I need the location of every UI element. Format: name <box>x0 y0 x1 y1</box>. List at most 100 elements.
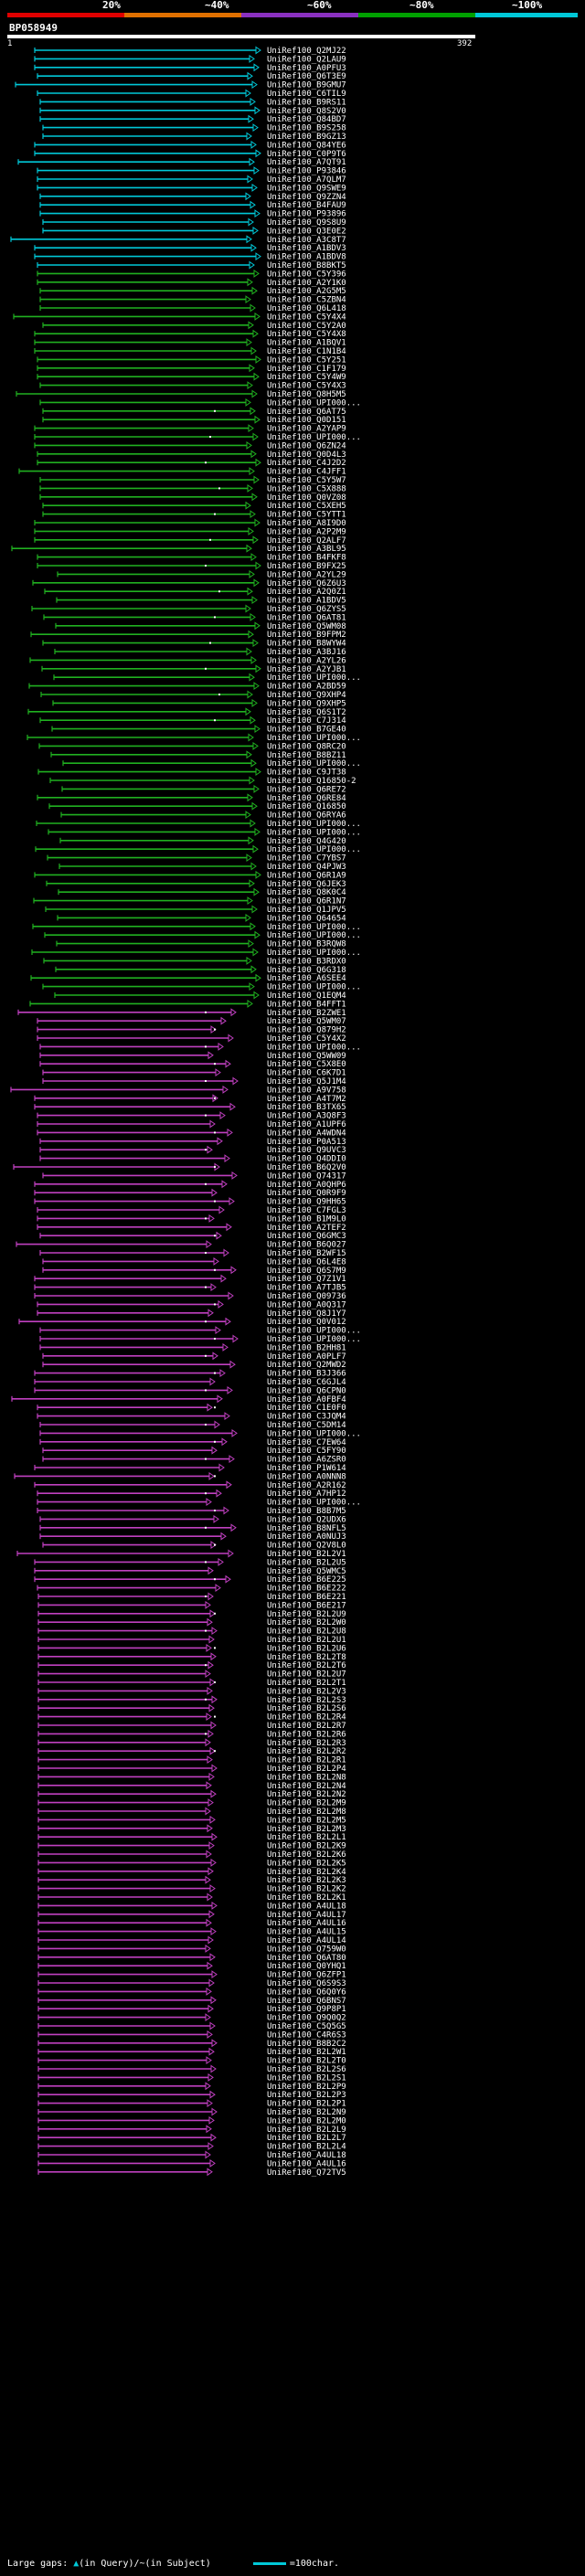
hit-label[interactable]: UniRef100_Q2UDX6 <box>267 1515 346 1524</box>
hit-label[interactable]: UniRef100_Q6ZFP1 <box>267 1971 346 1980</box>
hit-label[interactable]: UniRef100_B2L2U6 <box>267 1644 346 1653</box>
hit-label[interactable]: UniRef100_Q6Z6U3 <box>267 579 346 588</box>
hit-label[interactable]: UniRef100_A4UL14 <box>267 1936 346 1945</box>
hit-label[interactable]: UniRef100_Q09736 <box>267 1292 346 1301</box>
hit-label[interactable]: UniRef100_B2L2T1 <box>267 1679 346 1688</box>
hit-label[interactable]: UniRef100_A7QT91 <box>267 158 346 167</box>
hit-label[interactable]: UniRef100_Q2MJ22 <box>267 47 346 56</box>
hit-label[interactable]: UniRef100_B9RS11 <box>267 98 346 107</box>
hit-label[interactable]: UniRef100_Q6BNS7 <box>267 1997 346 2006</box>
hit-label[interactable]: UniRef100_Q0R9F9 <box>267 1189 346 1198</box>
hit-label[interactable]: UniRef100_A2P2M9 <box>267 527 346 536</box>
hit-label[interactable]: UniRef100_A6ZSR0 <box>267 1456 346 1465</box>
hit-label[interactable]: UniRef100_C5Y396 <box>267 270 346 279</box>
hit-label[interactable]: UniRef100_UPI000... <box>267 820 361 829</box>
hit-label[interactable]: UniRef100_B9GMU7 <box>267 81 346 90</box>
hit-label[interactable]: UniRef100_P93846 <box>267 167 346 176</box>
hit-label[interactable]: UniRef100_Q9P8P1 <box>267 2005 346 2014</box>
hit-label[interactable]: UniRef100_B6Q2V0 <box>267 1163 346 1172</box>
hit-label[interactable]: UniRef100_C4R6S3 <box>267 2030 346 2040</box>
hit-label[interactable]: UniRef100_Q6Q0Y6 <box>267 1988 346 1997</box>
hit-label[interactable]: UniRef100_A2Y1K0 <box>267 279 346 288</box>
hit-label[interactable]: UniRef100_C4J2D2 <box>267 459 346 468</box>
hit-label[interactable]: UniRef100_Q0YHQ1 <box>267 1962 346 1971</box>
hit-label[interactable]: UniRef100_A0PFU3 <box>267 64 346 73</box>
hit-label[interactable]: UniRef100_UPI000... <box>267 949 361 958</box>
hit-label[interactable]: UniRef100_Q6AT75 <box>267 408 346 417</box>
hit-label[interactable]: UniRef100_C6GJL4 <box>267 1378 346 1387</box>
hit-label[interactable]: UniRef100_B2L2K4 <box>267 1868 346 1877</box>
hit-label[interactable]: UniRef100_Q9S8U9 <box>267 218 346 228</box>
hit-label[interactable]: UniRef100_B2L2T6 <box>267 1661 346 1670</box>
hit-label[interactable]: UniRef100_C5Q5G5 <box>267 2022 346 2031</box>
hit-label[interactable]: UniRef100_B2L2P1 <box>267 2100 346 2109</box>
hit-label[interactable]: UniRef100_B2L2U5 <box>267 1558 346 1567</box>
hit-label[interactable]: UniRef100_Q6RYA6 <box>267 811 346 821</box>
hit-label[interactable]: UniRef100_A4UL16 <box>267 2159 346 2168</box>
hit-label[interactable]: UniRef100_B2L2L1 <box>267 1833 346 1842</box>
hit-label[interactable]: UniRef100_Q9XHP5 <box>267 699 346 708</box>
hit-label[interactable]: UniRef100_C5FY90 <box>267 1447 346 1456</box>
hit-label[interactable]: UniRef100_C7YBS7 <box>267 854 346 864</box>
hit-label[interactable]: UniRef100_A9V758 <box>267 1086 346 1095</box>
hit-label[interactable]: UniRef100_B2WF15 <box>267 1249 346 1258</box>
hit-label[interactable]: UniRef100_B6Q027 <box>267 1241 346 1250</box>
hit-label[interactable]: UniRef100_A2BD59 <box>267 683 346 692</box>
hit-label[interactable]: UniRef100_B2L2W1 <box>267 2048 346 2057</box>
hit-label[interactable]: UniRef100_Q5WMC5 <box>267 1567 346 1576</box>
hit-label[interactable]: UniRef100_P1W614 <box>267 1464 346 1473</box>
hit-label[interactable]: UniRef100_Q4G420 <box>267 837 346 846</box>
hit-label[interactable]: UniRef100_B8BKT5 <box>267 261 346 270</box>
hit-label[interactable]: UniRef100_Q2V8L0 <box>267 1542 346 1551</box>
hit-label[interactable]: UniRef100_Q6AT80 <box>267 1954 346 1963</box>
hit-label[interactable]: UniRef100_B2L2R1 <box>267 1756 346 1765</box>
hit-label[interactable]: UniRef100_B2L2U7 <box>267 1670 346 1680</box>
hit-label[interactable]: UniRef100_C0P9T6 <box>267 150 346 159</box>
hit-label[interactable]: UniRef100_B2L2U1 <box>267 1636 346 1645</box>
hit-label[interactable]: UniRef100_Q3E0E2 <box>267 227 346 236</box>
hit-label[interactable]: UniRef100_A1BDV3 <box>267 244 346 253</box>
hit-label[interactable]: UniRef100_B2L2V1 <box>267 1550 346 1559</box>
hit-label[interactable]: UniRef100_Q6R1N7 <box>267 897 346 906</box>
hit-label[interactable]: UniRef100_Q6ZYS5 <box>267 605 346 614</box>
hit-label[interactable]: UniRef100_Q8RC20 <box>267 742 346 751</box>
hit-label[interactable]: UniRef100_Q9HH65 <box>267 1198 346 1207</box>
hit-label[interactable]: UniRef100_B2L2R2 <box>267 1747 346 1756</box>
hit-label[interactable]: UniRef100_B2L2N4 <box>267 1782 346 1791</box>
hit-label[interactable]: UniRef100_B3RDX0 <box>267 957 346 966</box>
hit-label[interactable]: UniRef100_B2L2U9 <box>267 1610 346 1619</box>
hit-label[interactable]: UniRef100_A1UPF6 <box>267 1120 346 1129</box>
hit-label[interactable]: UniRef100_A4UL17 <box>267 1911 346 1920</box>
hit-label[interactable]: UniRef100_C5Y4X8 <box>267 330 346 339</box>
hit-label[interactable]: UniRef100_Q84YE6 <box>267 141 346 150</box>
hit-label[interactable]: UniRef100_B2L2M0 <box>267 2116 346 2125</box>
hit-label[interactable]: UniRef100_A7HP12 <box>267 1489 346 1499</box>
hit-label[interactable]: UniRef100_B2L2K3 <box>267 1876 346 1885</box>
hit-label[interactable]: UniRef100_B3RQW8 <box>267 940 346 949</box>
hit-label[interactable]: UniRef100_A4UL18 <box>267 1902 346 1911</box>
hit-label[interactable]: UniRef100_B9FPM2 <box>267 631 346 640</box>
hit-label[interactable]: UniRef100_Q6L418 <box>267 304 346 313</box>
hit-label[interactable]: UniRef100_C1E0F0 <box>267 1404 346 1413</box>
hit-label[interactable]: UniRef100_A2YAP9 <box>267 425 346 434</box>
hit-label[interactable]: UniRef100_B4FAU9 <box>267 201 346 210</box>
hit-label[interactable]: UniRef100_Q5J1M4 <box>267 1077 346 1087</box>
hit-label[interactable]: UniRef100_B2L2S6 <box>267 2065 346 2074</box>
hit-label[interactable]: UniRef100_Q2MWD2 <box>267 1361 346 1370</box>
hit-label[interactable]: UniRef100_B2L2L4 <box>267 2143 346 2152</box>
hit-label[interactable]: UniRef100_C7J314 <box>267 716 346 726</box>
hit-label[interactable]: UniRef100_UPI000... <box>267 398 361 408</box>
hit-label[interactable]: UniRef100_A1BDV8 <box>267 253 346 262</box>
hit-label[interactable]: UniRef100_Q6CPN0 <box>267 1386 346 1395</box>
hit-label[interactable]: UniRef100_A8I9D0 <box>267 519 346 528</box>
hit-label[interactable]: UniRef100_C7EW64 <box>267 1438 346 1447</box>
hit-label[interactable]: UniRef100_UPI000... <box>267 828 361 837</box>
hit-label[interactable]: UniRef100_A4UL16 <box>267 1919 346 1928</box>
hit-label[interactable]: UniRef100_A0NUJ3 <box>267 1532 346 1542</box>
hit-label[interactable]: UniRef100_A2YL29 <box>267 570 346 579</box>
hit-label[interactable]: UniRef100_Q8K0C4 <box>267 888 346 897</box>
hit-label[interactable]: UniRef100_A0PLF7 <box>267 1352 346 1362</box>
hit-label[interactable]: UniRef100_B2ZWE1 <box>267 1009 346 1018</box>
hit-label[interactable]: UniRef100_Q2LAU9 <box>267 55 346 64</box>
hit-label[interactable]: UniRef100_B2L2V3 <box>267 1687 346 1696</box>
